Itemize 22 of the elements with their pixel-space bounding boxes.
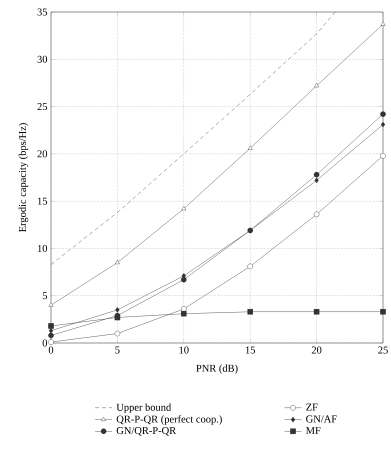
y-tick-label: 30 (38, 56, 48, 63)
y-tick-label: 0 (42, 339, 48, 347)
legend-label: GN/AF (306, 415, 337, 422)
legend-label: QR-P-QR (perfect coop.) (116, 415, 222, 425)
y-tick-label: 35 (38, 8, 48, 16)
x-tick-label: 20 (312, 346, 322, 354)
x-tick-label: 10 (179, 346, 189, 354)
legend-label: MF (306, 427, 320, 434)
x-axis-title: PNR (dB) (196, 364, 238, 374)
x-tick-label: 5 (115, 346, 120, 354)
x-tick-label: 0 (48, 346, 54, 354)
y-axis-title: Ergodic capacity (bps/Hz) (18, 123, 28, 232)
y-tick-label: 5 (42, 292, 48, 300)
y-tick-label: 15 (38, 198, 48, 205)
x-tick-label: 15 (246, 346, 256, 354)
legend-label: ZF (306, 404, 318, 411)
y-tick-label: 10 (38, 244, 48, 252)
legend-label: Upper bound (116, 403, 172, 413)
x-tick-label: 25 (378, 346, 388, 354)
y-tick-label: 25 (37, 103, 48, 110)
legend-label: GN/QR-P-QR (116, 427, 176, 436)
y-tick-label: 20 (37, 150, 48, 158)
